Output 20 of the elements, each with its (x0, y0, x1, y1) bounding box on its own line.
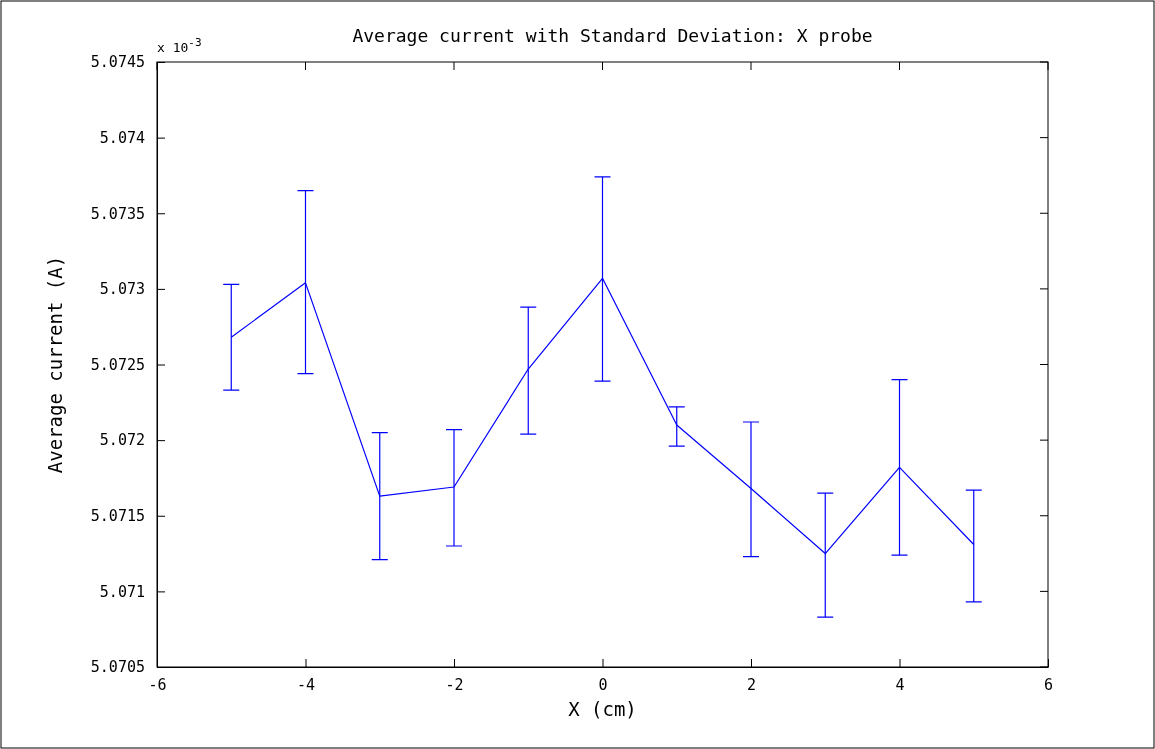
x-tick-label: 0 (598, 675, 608, 694)
chart-title: Average current with Standard Deviation: X probe (352, 25, 873, 46)
y-tick-label: 5.0715 (90, 507, 145, 526)
y-axis-title: Average current (A) (44, 255, 66, 474)
y-tick-label: 5.0725 (90, 355, 145, 374)
y-tick-label: 5.072 (99, 431, 145, 450)
y-tick-label: 5.073 (99, 280, 145, 299)
x-tick-label: 6 (1043, 675, 1054, 694)
x-tick-label: 2 (746, 675, 757, 694)
y-tick-label: 5.0705 (90, 658, 145, 677)
x-tick-label: -6 (148, 675, 167, 694)
y-tick-label: 5.0735 (90, 204, 145, 223)
x-tick-label: -2 (445, 675, 464, 694)
text: x 10$^{-3}$ (157, 35, 202, 55)
x-tick-label: 4 (895, 675, 905, 694)
x-axis-title: X (cm) (568, 698, 637, 720)
y-tick-label: 5.071 (99, 582, 145, 601)
y-tick-label: 5.0745 (90, 53, 145, 72)
x-tick-label: -4 (296, 675, 316, 694)
y-tick-label: 5.074 (99, 128, 145, 147)
